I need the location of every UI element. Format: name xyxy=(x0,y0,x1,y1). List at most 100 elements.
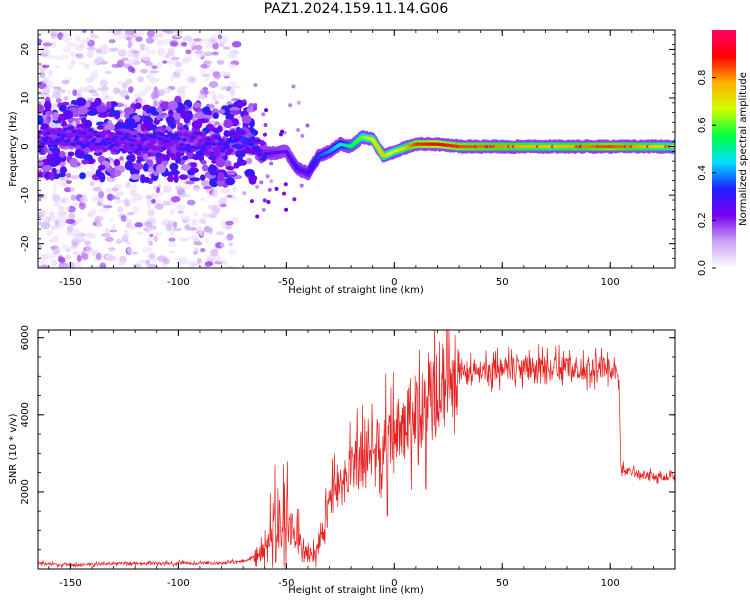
heatmap-cell xyxy=(200,247,206,253)
colorbar-tick-label: 0.2 xyxy=(697,212,708,228)
x-tick-label: 50 xyxy=(496,578,509,589)
heatmap-cell xyxy=(165,223,173,232)
heatmap-cell xyxy=(225,225,233,230)
y-tick-label: 2000 xyxy=(20,479,31,504)
heatmap-cell xyxy=(79,196,88,204)
heatmap-cell xyxy=(43,139,49,143)
heatmap-cell xyxy=(125,95,130,100)
heatmap-cell xyxy=(269,161,274,166)
heatmap-cell xyxy=(186,148,192,153)
heatmap-cell xyxy=(89,181,95,187)
heatmap-cell xyxy=(98,190,105,199)
heatmap-cell xyxy=(128,225,138,230)
heatmap-cell xyxy=(123,229,130,238)
heatmap-cell xyxy=(39,71,46,78)
heatmap-cell xyxy=(75,97,87,107)
heatmap-cell xyxy=(227,137,233,141)
heatmap-cell xyxy=(128,58,136,65)
heatmap-cell xyxy=(204,77,211,81)
heatmap-cell xyxy=(228,80,236,86)
heatmap-cell xyxy=(211,94,217,102)
heatmap-cell xyxy=(86,110,98,116)
heatmap-cell xyxy=(218,108,226,115)
heatmap-cell xyxy=(118,148,124,152)
heatmap-cell xyxy=(124,118,136,125)
heatmap-cell xyxy=(127,211,135,216)
heatmap-cell xyxy=(192,155,201,161)
heatmap-cell xyxy=(225,265,235,268)
bottom-x-ticks: -150 -100 -50 0 50 100 xyxy=(48,330,676,589)
heatmap-cell xyxy=(90,32,95,37)
heatmap-cell xyxy=(52,194,61,203)
heatmap-cell xyxy=(151,111,160,116)
heatmap-cell xyxy=(300,133,305,138)
heatmap-cell xyxy=(212,128,221,134)
heatmap-cell xyxy=(121,124,132,130)
heatmap-cell xyxy=(79,239,86,243)
heatmap-cell xyxy=(153,118,160,126)
heatmap-cell xyxy=(84,240,92,246)
heatmap-cell xyxy=(94,215,104,222)
heatmap-cell xyxy=(164,53,170,59)
heatmap-cell xyxy=(68,212,76,219)
heatmap-cell xyxy=(180,110,188,119)
snr-frame xyxy=(37,329,676,570)
colorbar-tick-label: 0.4 xyxy=(697,165,708,181)
heatmap-cell xyxy=(202,106,211,115)
heatmap-cell xyxy=(200,197,205,201)
heatmap-cell xyxy=(216,94,225,100)
heatmap-cell xyxy=(85,37,90,42)
heatmap-cell xyxy=(96,105,108,113)
heatmap-cell xyxy=(202,186,212,190)
heatmap-cell xyxy=(105,101,112,110)
heatmap-cell xyxy=(123,198,129,204)
heatmap-cell xyxy=(274,186,279,191)
heatmap-cell xyxy=(179,174,188,180)
heatmap-cell xyxy=(66,225,74,232)
heatmap-cell xyxy=(170,122,177,129)
heatmap-cell xyxy=(45,80,55,89)
heatmap-cell xyxy=(212,142,218,146)
heatmap-cell xyxy=(265,174,270,179)
heatmap-cell xyxy=(66,232,76,236)
heatmap-cell xyxy=(101,146,108,152)
heatmap-cell xyxy=(151,65,158,70)
heatmap-cell xyxy=(86,50,95,58)
heatmap-cell xyxy=(70,59,76,66)
heatmap-cell xyxy=(264,108,269,113)
heatmap-cell xyxy=(128,153,136,163)
heatmap-cell xyxy=(170,195,181,203)
heatmap-cell xyxy=(244,111,249,116)
heatmap-cell xyxy=(40,264,49,268)
heatmap-cell xyxy=(225,177,236,186)
heatmap-cell xyxy=(169,210,175,215)
top-x-axis-label: Height of straight line (km) xyxy=(288,285,424,296)
heatmap-cell xyxy=(168,109,174,117)
heatmap-cell xyxy=(226,170,237,176)
bottom-y-ticks: 2000 4000 6000 xyxy=(20,325,675,570)
y-tick-label: 10 xyxy=(20,92,31,105)
heatmap-cell xyxy=(172,227,182,232)
heatmap-cell xyxy=(129,143,135,148)
heatmap-cell xyxy=(185,49,192,55)
heatmap-cell xyxy=(200,63,208,69)
heatmap-cell xyxy=(256,149,262,153)
heatmap-cell xyxy=(90,163,95,172)
heatmap-cell xyxy=(67,133,74,139)
heatmap-cell xyxy=(179,142,185,147)
heatmap-cell xyxy=(291,84,296,89)
heatmap-cell xyxy=(213,187,219,196)
heatmap-cell xyxy=(48,215,59,222)
heatmap-cell xyxy=(58,257,66,264)
heatmap-cell xyxy=(132,263,142,268)
heatmap-cell xyxy=(38,115,44,125)
snr-panel: -150 -100 -50 0 50 100 2000 4000 6000 Height of… xyxy=(8,325,676,596)
heatmap-cell xyxy=(242,191,247,196)
heatmap-cell xyxy=(180,164,192,171)
heatmap-cell xyxy=(153,33,159,42)
heatmap-cell xyxy=(175,68,184,74)
heatmap-cell xyxy=(92,130,98,134)
heatmap-cell xyxy=(82,30,87,33)
heatmap-cell xyxy=(127,151,133,155)
y-tick-label: 4000 xyxy=(20,402,31,427)
